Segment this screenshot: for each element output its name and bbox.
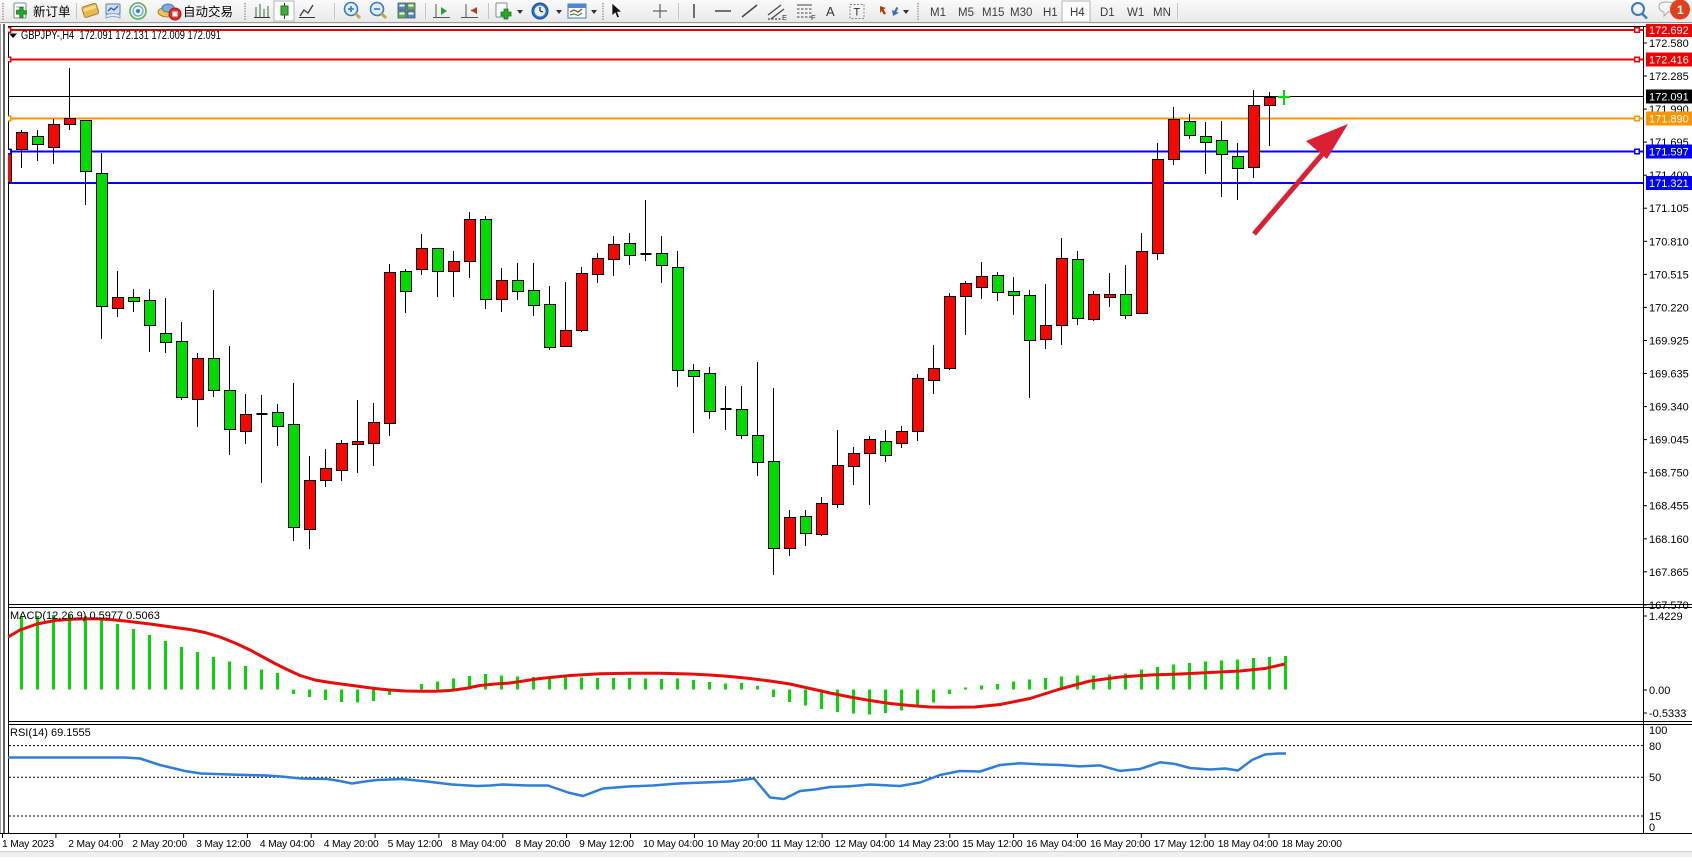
- svg-text:0: 0: [1649, 822, 1655, 834]
- svg-text:新订单: 新订单: [33, 4, 71, 19]
- svg-text:H1: H1: [1043, 7, 1058, 19]
- svg-text:RSI(14) 69.1555: RSI(14) 69.1555: [10, 727, 91, 739]
- svg-text:171.105: 171.105: [1649, 203, 1689, 215]
- svg-text:MACD(12,26,9) 0.5977 0.5063: MACD(12,26,9) 0.5977 0.5063: [10, 610, 160, 622]
- svg-text:172.580: 172.580: [1649, 38, 1689, 50]
- svg-text:170.220: 170.220: [1649, 302, 1689, 314]
- svg-text:8 May 20:00: 8 May 20:00: [515, 839, 570, 850]
- svg-text:4 May 20:00: 4 May 20:00: [324, 839, 379, 850]
- svg-text:8 May 04:00: 8 May 04:00: [451, 839, 506, 850]
- svg-text:171.597: 171.597: [1649, 147, 1689, 159]
- svg-text:M30: M30: [1010, 7, 1032, 19]
- svg-text:H4: H4: [1070, 7, 1085, 19]
- svg-text:168.160: 168.160: [1649, 534, 1689, 546]
- svg-text:172.285: 172.285: [1649, 71, 1689, 83]
- svg-text:10 May 04:00: 10 May 04:00: [643, 839, 704, 850]
- svg-text:5 May 12:00: 5 May 12:00: [388, 839, 443, 850]
- svg-text:169.340: 169.340: [1649, 402, 1689, 414]
- svg-text:17 May 12:00: 17 May 12:00: [1154, 839, 1215, 850]
- svg-text:11 May 12:00: 11 May 12:00: [771, 839, 831, 850]
- svg-text:1: 1: [1677, 3, 1684, 17]
- svg-text:172.416: 172.416: [1649, 55, 1689, 67]
- svg-text:E: E: [782, 13, 787, 22]
- svg-text:M5: M5: [958, 7, 974, 19]
- svg-text:10 May 20:00: 10 May 20:00: [707, 839, 768, 850]
- svg-text:168.750: 168.750: [1649, 468, 1689, 480]
- svg-text:1.4229: 1.4229: [1649, 611, 1683, 623]
- svg-text:16 May 20:00: 16 May 20:00: [1090, 839, 1151, 850]
- svg-text:2 May 04:00: 2 May 04:00: [68, 839, 123, 850]
- svg-text:167.865: 167.865: [1649, 567, 1689, 579]
- svg-text:M15: M15: [982, 7, 1004, 19]
- svg-text:W1: W1: [1127, 7, 1144, 19]
- svg-text:4 May 04:00: 4 May 04:00: [260, 839, 315, 850]
- svg-text:2 May 20:00: 2 May 20:00: [132, 839, 187, 850]
- svg-text:-0.5333: -0.5333: [1649, 708, 1686, 720]
- svg-text:GBPJPY-,H4 172.091 172.131 17: GBPJPY-,H4 172.091 172.131 172.009 172.0…: [21, 30, 221, 42]
- svg-text:171.321: 171.321: [1649, 178, 1689, 190]
- svg-text:自动交易: 自动交易: [183, 4, 233, 19]
- svg-text:A: A: [826, 4, 835, 19]
- svg-text:100: 100: [1649, 725, 1667, 737]
- svg-text:169.045: 169.045: [1649, 435, 1689, 447]
- svg-text:12 May 04:00: 12 May 04:00: [835, 839, 896, 850]
- svg-text:170.810: 170.810: [1649, 236, 1689, 248]
- svg-text:170.515: 170.515: [1649, 269, 1689, 281]
- svg-text:14 May 23:00: 14 May 23:00: [898, 839, 959, 850]
- svg-text:F: F: [811, 13, 816, 22]
- svg-text:171.890: 171.890: [1649, 114, 1689, 126]
- svg-text:9 May 12:00: 9 May 12:00: [579, 839, 634, 850]
- svg-text:16 May 04:00: 16 May 04:00: [1026, 839, 1087, 850]
- svg-text:172.692: 172.692: [1649, 25, 1689, 37]
- svg-text:80: 80: [1649, 741, 1661, 753]
- svg-text:D1: D1: [1100, 7, 1115, 19]
- svg-text:1 May 2023: 1 May 2023: [2, 839, 54, 850]
- svg-text:50: 50: [1649, 772, 1661, 784]
- svg-text:15: 15: [1649, 811, 1661, 823]
- svg-text:MN: MN: [1153, 7, 1171, 19]
- svg-text:18 May 20:00: 18 May 20:00: [1282, 839, 1343, 850]
- svg-text:172.091: 172.091: [1649, 92, 1689, 104]
- svg-text:3 May 12:00: 3 May 12:00: [196, 839, 251, 850]
- svg-text:0.00: 0.00: [1649, 685, 1670, 697]
- svg-text:M1: M1: [930, 7, 946, 19]
- svg-text:169.635: 169.635: [1649, 369, 1689, 381]
- svg-text:169.925: 169.925: [1649, 336, 1689, 348]
- svg-text:T: T: [854, 7, 861, 19]
- svg-text:15 May 12:00: 15 May 12:00: [962, 839, 1023, 850]
- svg-text:18 May 04:00: 18 May 04:00: [1218, 839, 1279, 850]
- svg-text:168.455: 168.455: [1649, 501, 1689, 513]
- svg-text:167.570: 167.570: [1649, 600, 1689, 612]
